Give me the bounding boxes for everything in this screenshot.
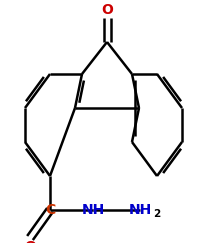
- Text: NH: NH: [81, 203, 105, 217]
- Text: O: O: [24, 240, 36, 243]
- Text: O: O: [101, 3, 113, 17]
- Text: NH: NH: [128, 203, 152, 217]
- Text: C: C: [45, 203, 55, 217]
- Text: 2: 2: [153, 209, 161, 219]
